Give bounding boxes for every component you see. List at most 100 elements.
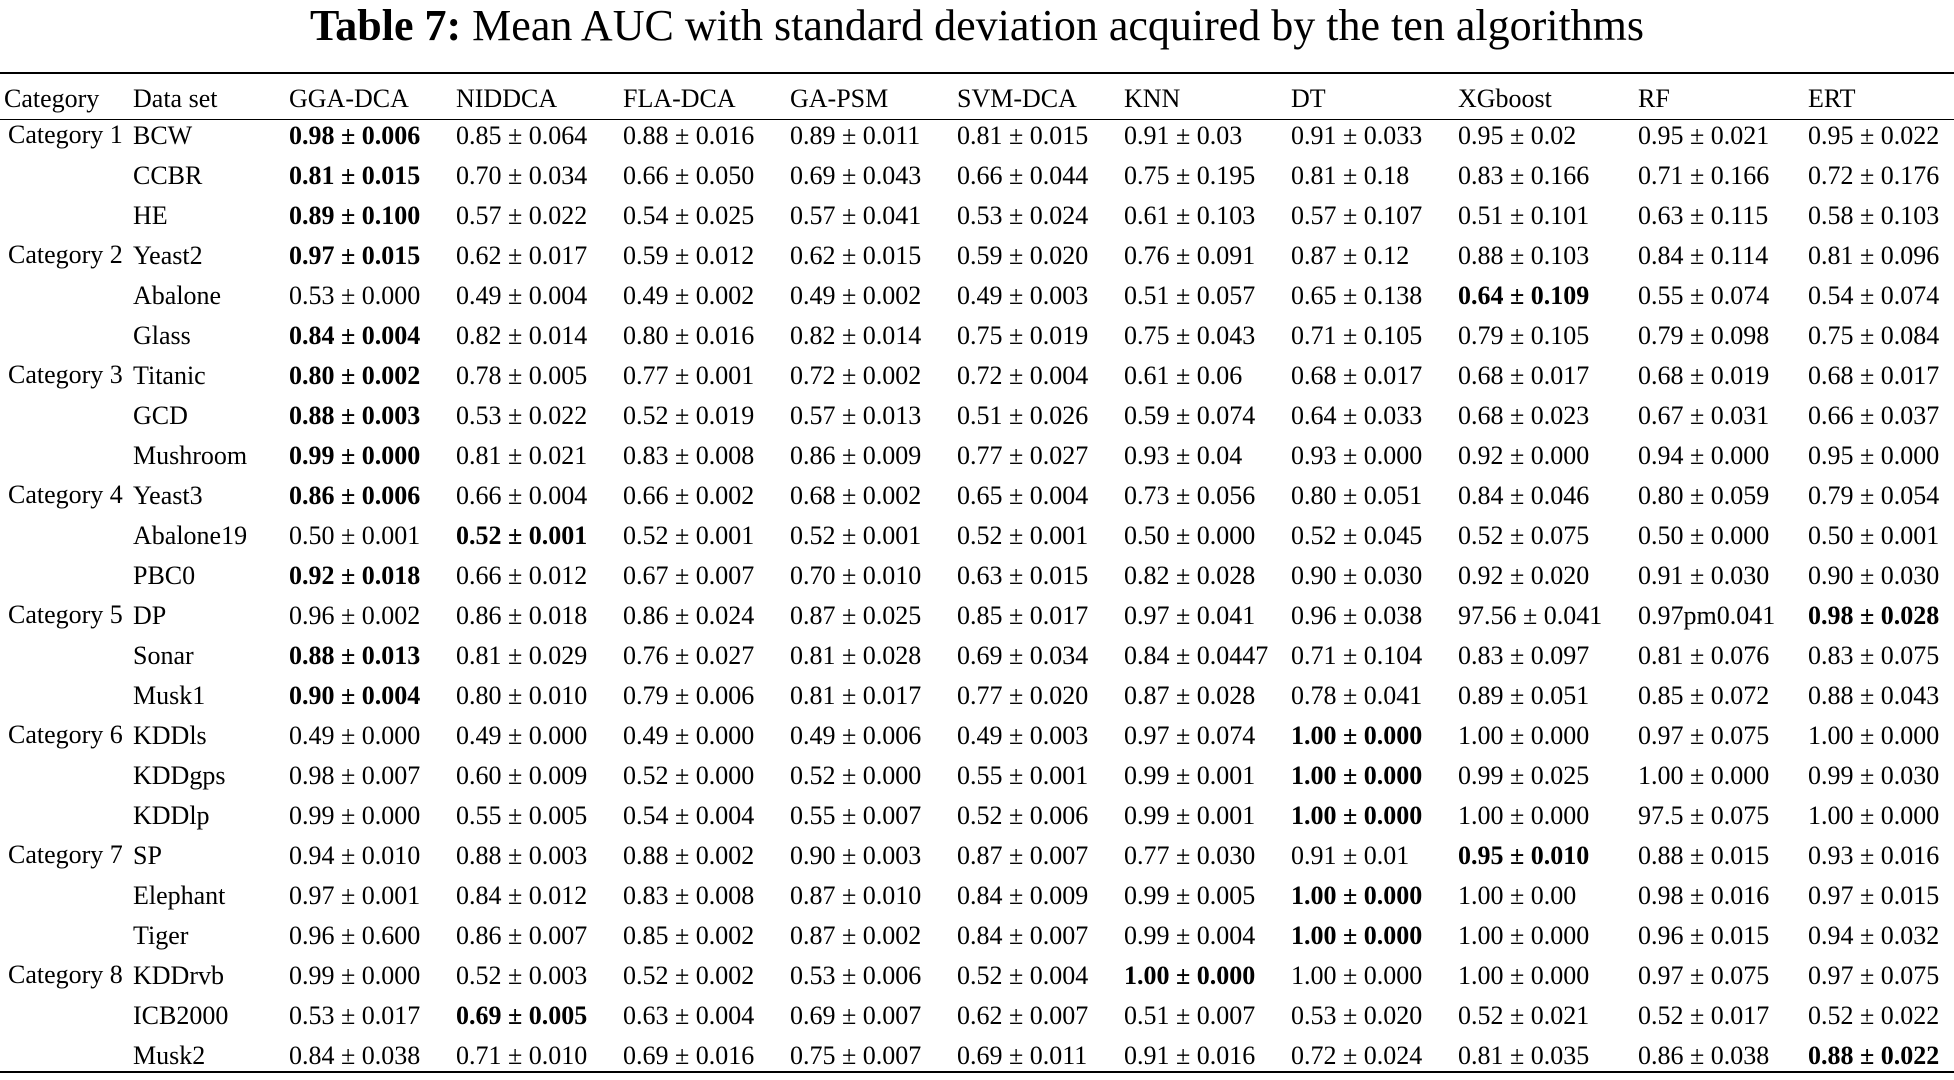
value-cell: 0.51 ± 0.026 <box>957 401 1089 430</box>
dataset-cell: PBC0 <box>133 561 196 590</box>
value-cell: 0.68 ± 0.019 <box>1638 361 1770 390</box>
value-cell: 0.97 ± 0.075 <box>1808 961 1940 990</box>
column-header: Data set <box>133 84 218 113</box>
value-cell: 0.78 ± 0.005 <box>456 361 588 390</box>
value-cell: 0.91 ± 0.033 <box>1291 121 1423 150</box>
value-cell: 0.94 ± 0.032 <box>1808 921 1940 950</box>
table-row: GCD 0.88 ± 0.003 0.53 ± 0.022 0.52 ± 0.019 0… <box>0 400 1954 440</box>
value-cell: 0.99 ± 0.000 <box>289 961 421 990</box>
value-cell: 0.62 ± 0.015 <box>790 241 922 270</box>
dataset-cell: Abalone19 <box>133 521 248 550</box>
value-cell: 0.77 ± 0.027 <box>957 441 1089 470</box>
value-cell: 0.81 ± 0.021 <box>456 441 588 470</box>
value-cell: 0.75 ± 0.084 <box>1808 321 1940 350</box>
value-cell: 1.00 ± 0.000 <box>1124 961 1256 990</box>
category-cell: Category 7 <box>8 840 123 869</box>
value-cell: 0.87 ± 0.028 <box>1124 681 1256 710</box>
value-cell: 0.71 ± 0.010 <box>456 1041 588 1070</box>
dataset-cell: KDDls <box>133 721 207 750</box>
value-cell: 0.52 ± 0.003 <box>456 961 588 990</box>
value-cell: 0.51 ± 0.007 <box>1124 1001 1256 1030</box>
value-cell: 0.88 ± 0.103 <box>1458 241 1590 270</box>
value-cell: 0.49 ± 0.000 <box>623 721 755 750</box>
value-cell: 0.84 ± 0.0447 <box>1124 641 1269 670</box>
value-cell: 0.89 ± 0.011 <box>790 121 921 150</box>
value-cell: 0.54 ± 0.025 <box>623 201 755 230</box>
value-cell: 0.90 ± 0.004 <box>289 681 421 710</box>
value-cell: 0.91 ± 0.03 <box>1124 121 1243 150</box>
value-cell: 0.72 ± 0.002 <box>790 361 922 390</box>
value-cell: 0.95 ± 0.021 <box>1638 121 1770 150</box>
value-cell: 0.99 ± 0.030 <box>1808 761 1940 790</box>
value-cell: 0.88 ± 0.003 <box>456 841 588 870</box>
value-cell: 0.66 ± 0.050 <box>623 161 755 190</box>
value-cell: 0.94 ± 0.000 <box>1638 441 1770 470</box>
value-cell: 0.93 ± 0.016 <box>1808 841 1940 870</box>
value-cell: 0.96 ± 0.038 <box>1291 601 1423 630</box>
value-cell: 0.59 ± 0.012 <box>623 241 755 270</box>
table-header-rule <box>0 119 1954 120</box>
value-cell: 0.85 ± 0.064 <box>456 121 588 150</box>
category-cell: Category 6 <box>8 720 123 749</box>
value-cell: 0.82 ± 0.014 <box>456 321 588 350</box>
value-cell: 0.57 ± 0.041 <box>790 201 922 230</box>
value-cell: 0.98 ± 0.028 <box>1808 601 1940 630</box>
value-cell: 0.83 ± 0.075 <box>1808 641 1940 670</box>
category-cell: Category 2 <box>8 240 123 269</box>
column-header: DT <box>1291 84 1326 113</box>
value-cell: 0.88 ± 0.043 <box>1808 681 1940 710</box>
value-cell: 0.86 ± 0.038 <box>1638 1041 1770 1070</box>
value-cell: 0.84 ± 0.038 <box>289 1041 421 1070</box>
value-cell: 0.53 ± 0.000 <box>289 281 421 310</box>
table-row: Abalone19 0.50 ± 0.001 0.52 ± 0.001 0.52 ± … <box>0 520 1954 560</box>
value-cell: 0.49 ± 0.006 <box>790 721 922 750</box>
column-header: ERT <box>1808 84 1856 113</box>
column-header: Category <box>4 84 100 113</box>
category-cell: Category 1 <box>8 120 123 149</box>
value-cell: 97.56 ± 0.041 <box>1458 601 1603 630</box>
column-header: GA-PSM <box>790 84 889 113</box>
value-cell: 1.00 ± 0.00 <box>1458 881 1577 910</box>
value-cell: 0.50 ± 0.001 <box>289 521 421 550</box>
value-cell: 1.00 ± 0.000 <box>1458 921 1590 950</box>
value-cell: 0.72 ± 0.024 <box>1291 1041 1423 1070</box>
value-cell: 0.87 ± 0.025 <box>790 601 922 630</box>
value-cell: 0.66 ± 0.037 <box>1808 401 1940 430</box>
value-cell: 0.80 ± 0.002 <box>289 361 421 390</box>
value-cell: 0.97 ± 0.001 <box>289 881 421 910</box>
value-cell: 0.72 ± 0.004 <box>957 361 1089 390</box>
table-bottom-rule <box>0 1071 1954 1073</box>
value-cell: 0.92 ± 0.018 <box>289 561 421 590</box>
value-cell: 0.84 ± 0.046 <box>1458 481 1590 510</box>
value-cell: 0.70 ± 0.034 <box>456 161 588 190</box>
table-row: Elephant 0.97 ± 0.001 0.84 ± 0.012 0.83 ± 0… <box>0 880 1954 920</box>
value-cell: 0.52 ± 0.017 <box>1638 1001 1770 1030</box>
value-cell: 0.86 ± 0.009 <box>790 441 922 470</box>
dataset-cell: KDDlp <box>133 801 210 830</box>
value-cell: 1.00 ± 0.000 <box>1638 761 1770 790</box>
column-header: SVM-DCA <box>957 84 1077 113</box>
value-cell: 0.69 ± 0.016 <box>623 1041 755 1070</box>
table-row: Musk1 0.90 ± 0.004 0.80 ± 0.010 0.79 ± 0.00… <box>0 680 1954 720</box>
value-cell: 0.98 ± 0.006 <box>289 121 421 150</box>
value-cell: 0.53 ± 0.024 <box>957 201 1089 230</box>
value-cell: 0.67 ± 0.031 <box>1638 401 1770 430</box>
value-cell: 0.76 ± 0.091 <box>1124 241 1256 270</box>
value-cell: 1.00 ± 0.000 <box>1291 921 1423 950</box>
table-row: KDDgps 0.98 ± 0.007 0.60 ± 0.009 0.52 ± 0.0… <box>0 760 1954 800</box>
value-cell: 0.95 ± 0.02 <box>1458 121 1577 150</box>
dataset-cell: GCD <box>133 401 188 430</box>
dataset-cell: Elephant <box>133 881 226 910</box>
table-row: Category 6 KDDls 0.49 ± 0.000 0.49 ± 0.000 0… <box>0 720 1954 760</box>
table-row: KDDlp 0.99 ± 0.000 0.55 ± 0.005 0.54 ± 0.00… <box>0 800 1954 840</box>
value-cell: 0.87 ± 0.002 <box>790 921 922 950</box>
value-cell: 0.97pm0.041 <box>1638 601 1776 630</box>
value-cell: 0.95 ± 0.010 <box>1458 841 1590 870</box>
dataset-cell: ICB2000 <box>133 1001 229 1030</box>
value-cell: 0.62 ± 0.007 <box>957 1001 1089 1030</box>
value-cell: 0.79 ± 0.006 <box>623 681 755 710</box>
value-cell: 0.53 ± 0.020 <box>1291 1001 1423 1030</box>
value-cell: 0.52 ± 0.006 <box>957 801 1089 830</box>
value-cell: 0.91 ± 0.016 <box>1124 1041 1256 1070</box>
table-row: Category 8 KDDrvb 0.99 ± 0.000 0.52 ± 0.003… <box>0 960 1954 1000</box>
